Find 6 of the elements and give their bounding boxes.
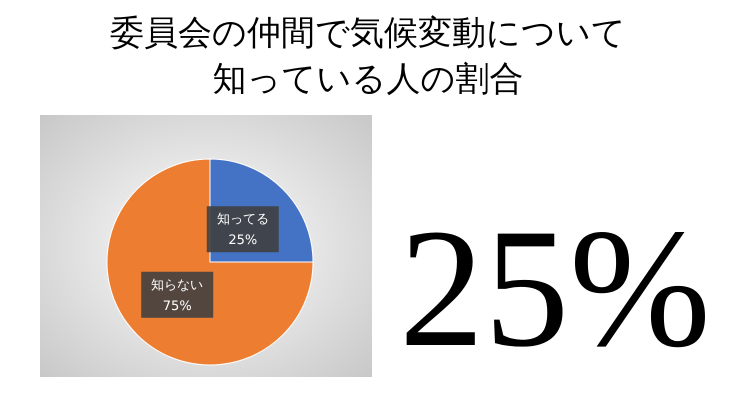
data-label: 25%	[228, 233, 258, 248]
slice-label: 知ってる	[216, 212, 269, 228]
data-label: 75%	[162, 298, 192, 314]
text: 25%	[399, 194, 711, 382]
slice-label: 知らない	[151, 278, 204, 293]
chart-title: 委員会の仲間で気候変動について知っている人の割合	[109, 12, 627, 101]
